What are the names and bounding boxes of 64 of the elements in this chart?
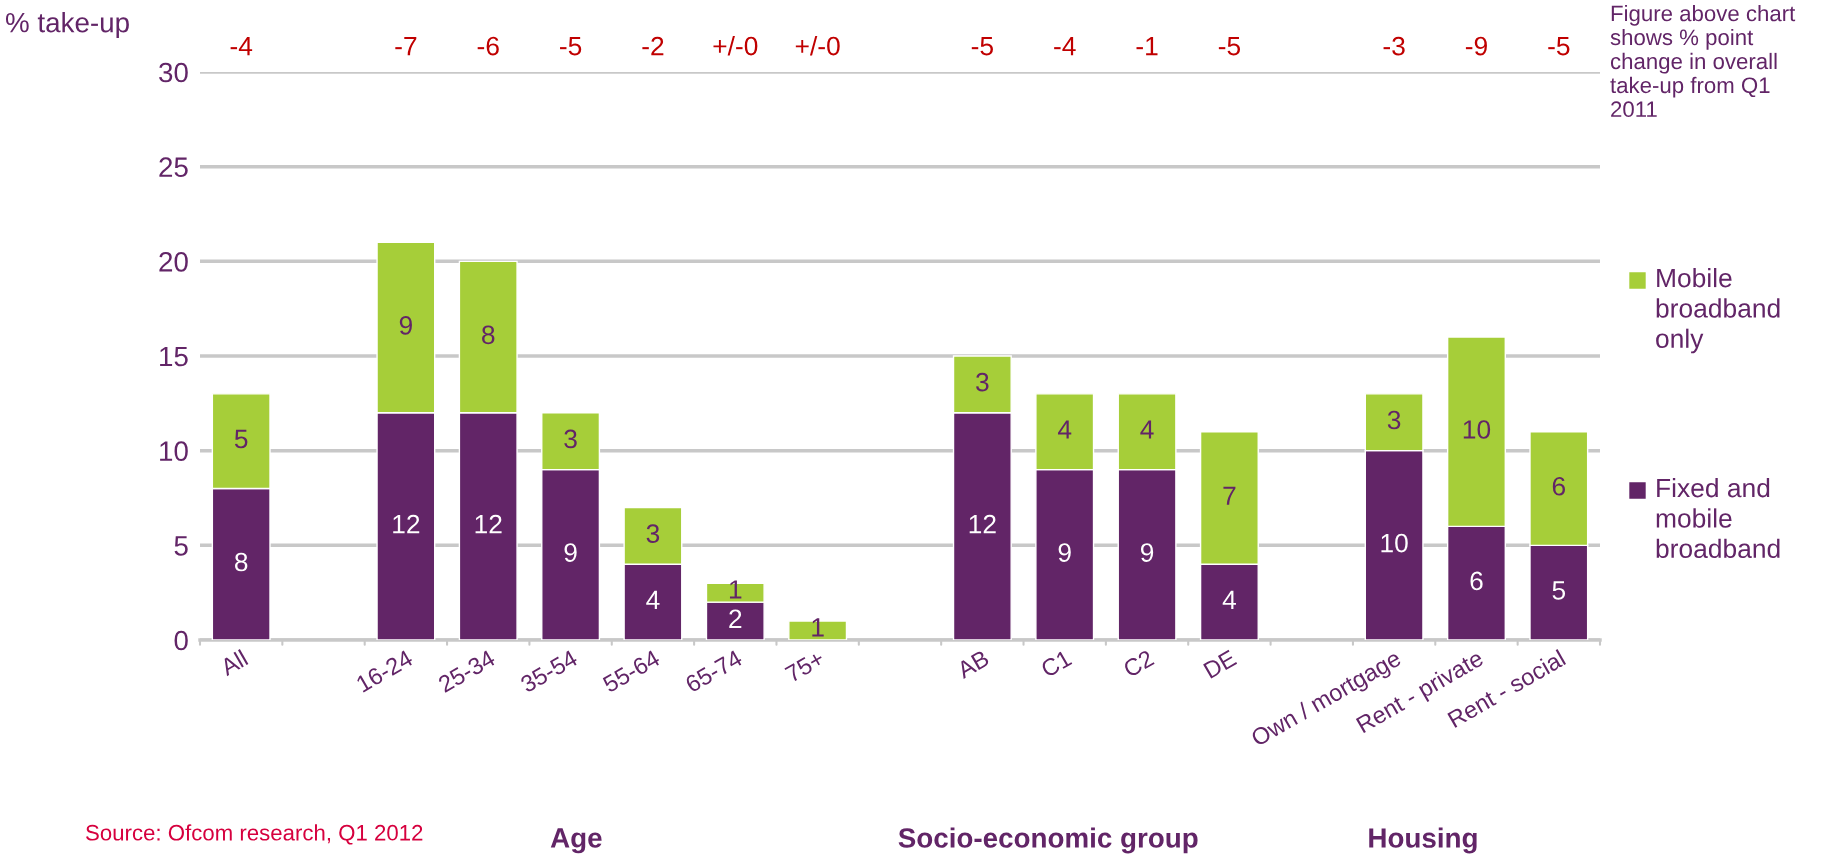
data-label: 8: [234, 552, 248, 572]
y-tick-label: 0: [174, 630, 188, 651]
text: Figure above chart shows % point change in overall take-up from Q1 2011: [1610, 5, 1796, 118]
data-label: 3: [976, 372, 989, 392]
text: -5: [1548, 37, 1570, 56]
data-label: 3: [646, 524, 660, 543]
y-tick-label: 15: [160, 346, 188, 367]
data-label: 8: [482, 325, 495, 345]
data-label: 4: [1140, 420, 1154, 439]
x-tick-label: DE: [1203, 649, 1238, 679]
text: -4: [1054, 37, 1076, 56]
text: -1: [1136, 37, 1158, 56]
y-tick-label: 30: [159, 62, 188, 83]
text: -9: [1465, 36, 1487, 56]
data-label: 3: [1387, 410, 1401, 430]
text: -7: [395, 37, 417, 56]
data-label: 4: [1057, 420, 1072, 439]
text: -2: [642, 36, 664, 56]
legend-label: Fixed and mobile broadband: [1656, 478, 1780, 559]
text: -4: [230, 37, 253, 56]
data-label: 5: [234, 429, 248, 449]
text: -5: [971, 37, 993, 56]
text: +/-0: [713, 36, 758, 56]
x-tick-label: All: [218, 649, 249, 677]
data-label: 4: [646, 590, 660, 609]
text: -6: [477, 36, 499, 56]
x-tick-label: 75+: [784, 649, 826, 683]
text: Housing: [1369, 827, 1477, 854]
data-label: 12: [393, 514, 420, 534]
y-tick-label: 25: [159, 157, 188, 178]
data-label: 10: [1381, 533, 1408, 553]
text: -5: [560, 37, 582, 56]
source-note: Source: Ofcom research, Q1 2012: [86, 824, 423, 845]
text: Age: [550, 828, 602, 854]
data-label: 9: [564, 543, 577, 562]
data-label: 10: [1463, 420, 1491, 439]
legend-label: Mobile broadband only: [1656, 268, 1780, 354]
text: -5: [1218, 37, 1241, 56]
data-label: 2: [729, 609, 742, 628]
y-tick-label: 10: [160, 441, 188, 462]
x-tick-label: 65-74: [684, 649, 744, 693]
data-label: 9: [1058, 543, 1071, 562]
data-label: 5: [1552, 581, 1566, 600]
data-label: 1: [729, 580, 742, 599]
data-label: 6: [1470, 571, 1483, 591]
x-tick-label: AB: [955, 649, 990, 679]
data-label: 12: [475, 514, 502, 534]
bar: [788, 620, 848, 640]
text: +/-0: [795, 36, 840, 56]
x-tick-label: C1: [1039, 649, 1073, 678]
data-label: 3: [564, 429, 577, 449]
data-label: 6: [1552, 476, 1565, 496]
text: -3: [1383, 36, 1405, 56]
data-label: 9: [1140, 543, 1154, 562]
data-label: 12: [969, 514, 996, 534]
data-label: 1: [812, 618, 824, 637]
y-tick-label: 5: [174, 536, 188, 556]
data-label: 7: [1223, 486, 1236, 505]
y-axis-title: % take-up: [5, 12, 129, 38]
text: Socio-economic group: [898, 827, 1198, 854]
data-label: 9: [399, 316, 412, 335]
x-tick-label: C2: [1122, 649, 1155, 678]
data-label: 4: [1222, 590, 1236, 609]
y-tick-label: 20: [159, 252, 188, 272]
